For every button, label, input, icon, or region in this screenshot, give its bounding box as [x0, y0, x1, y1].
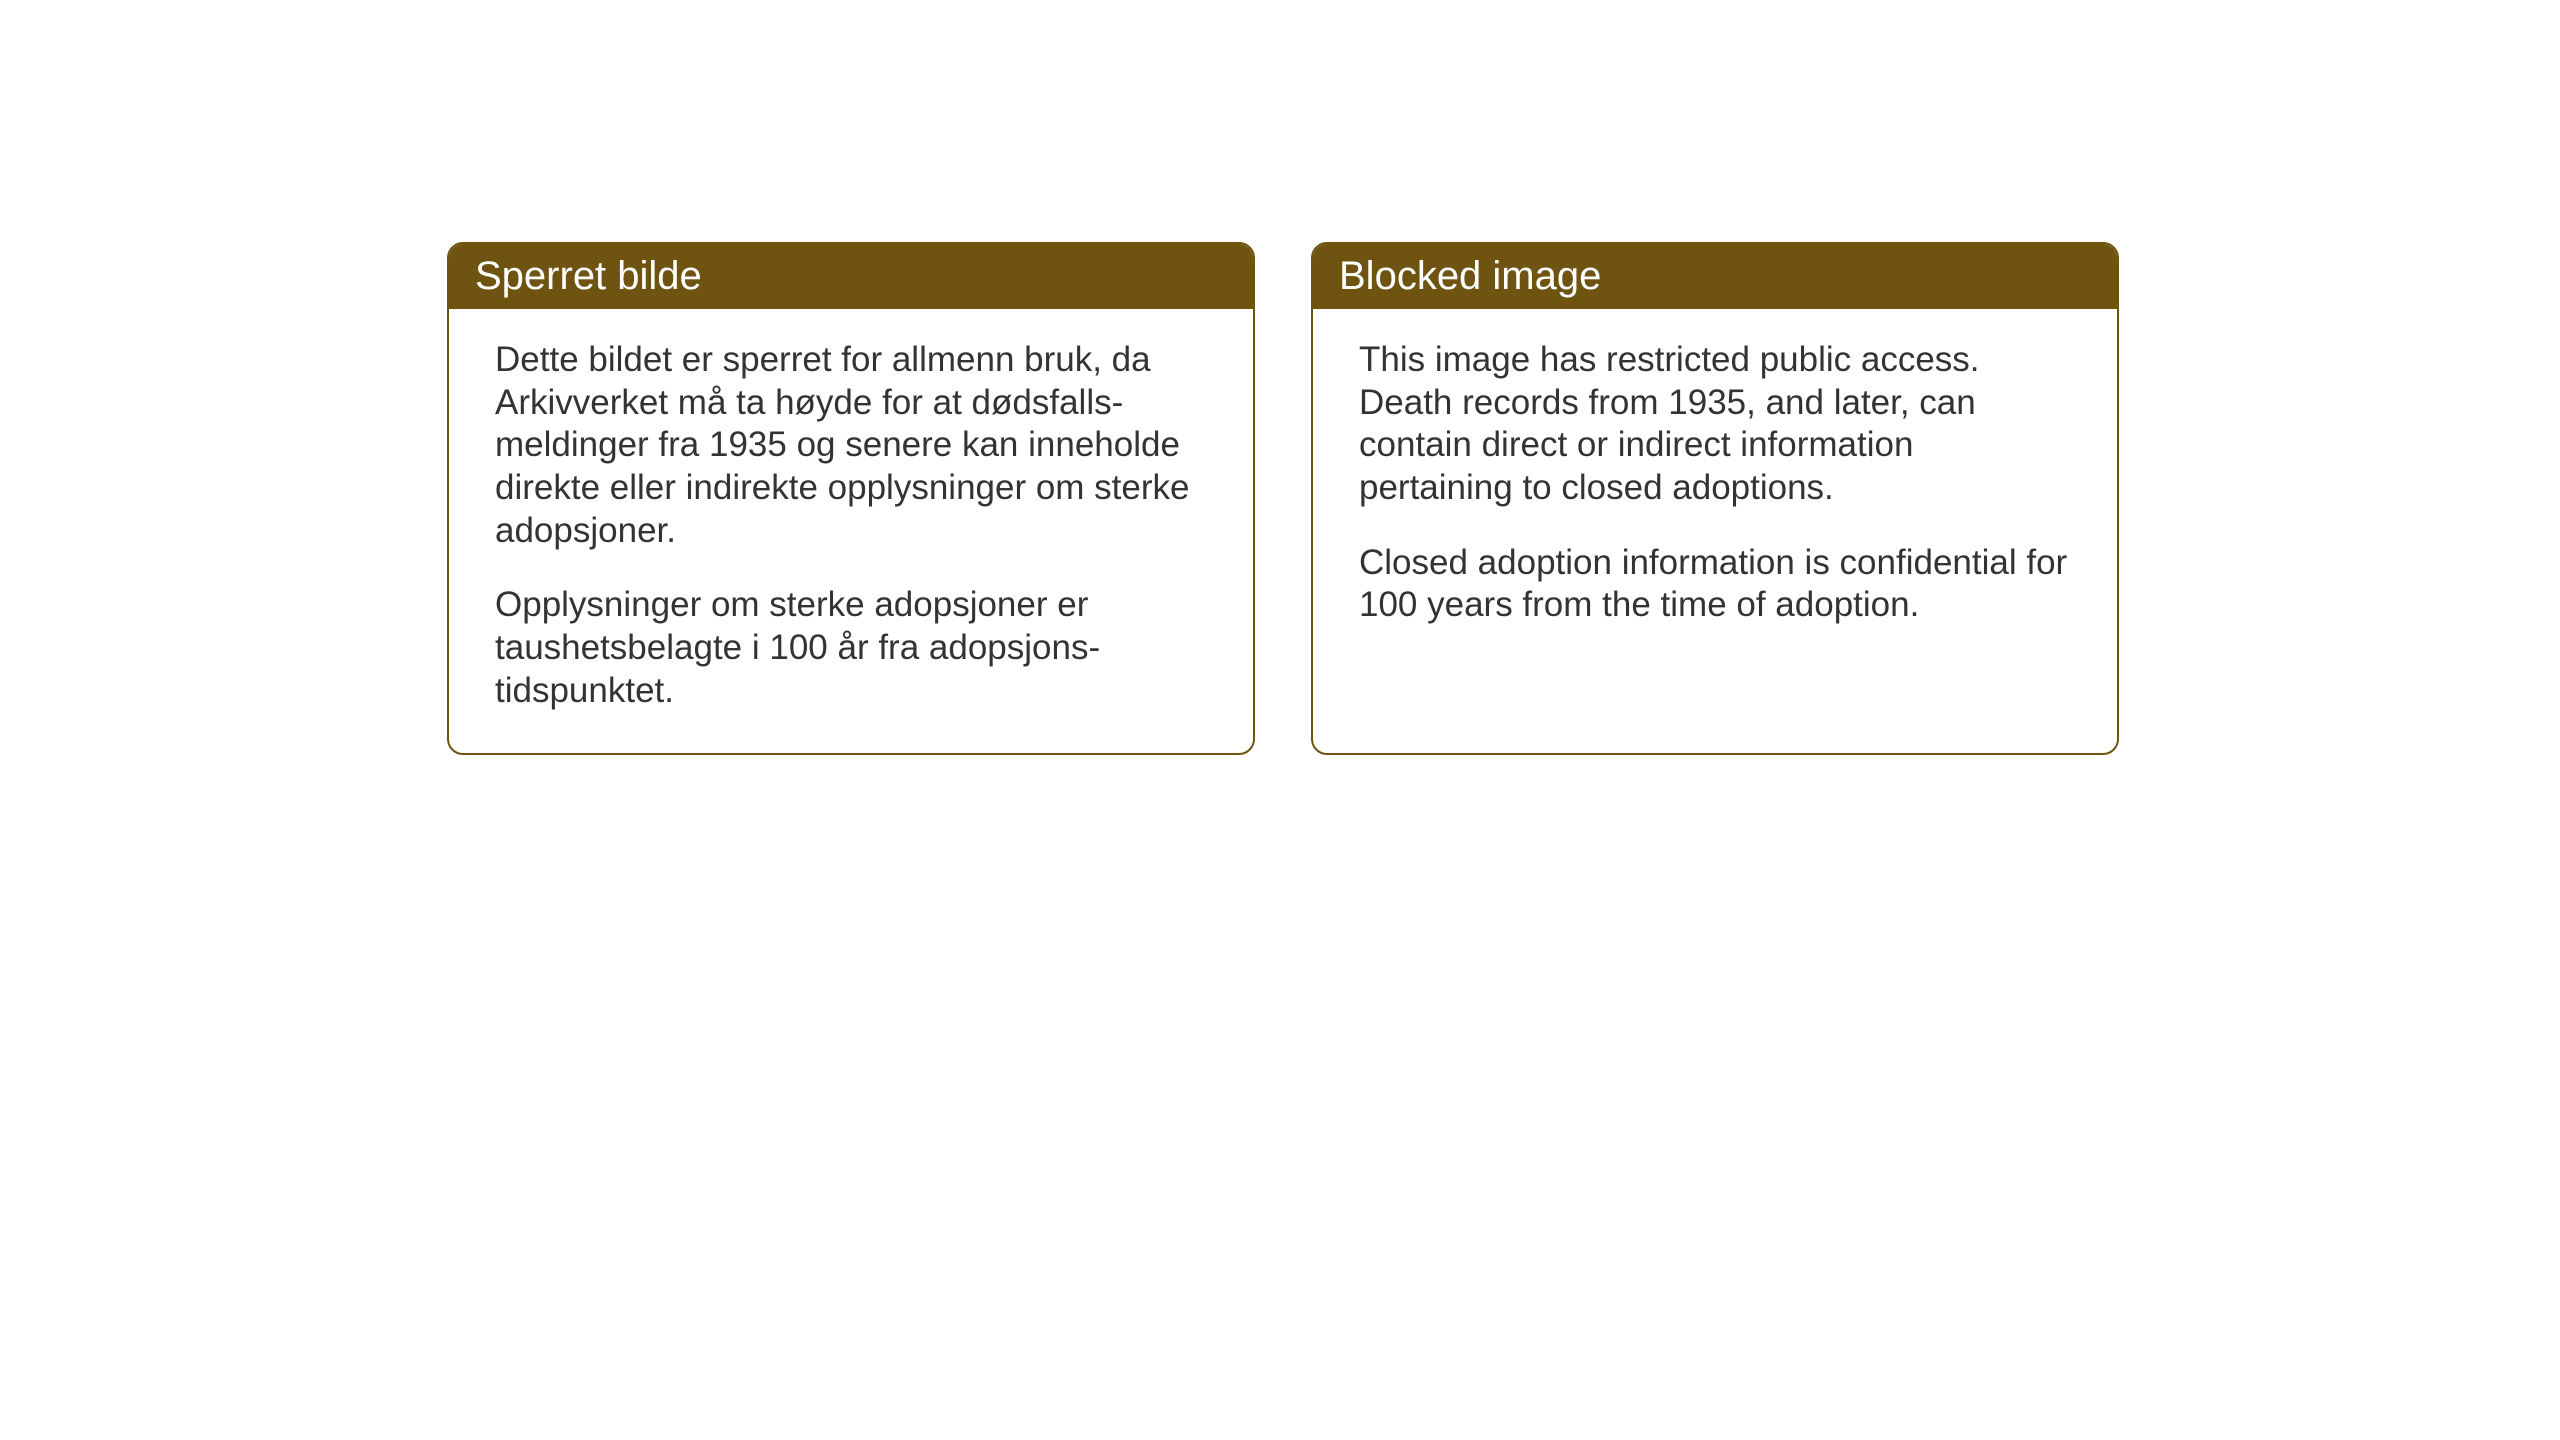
notice-container: Sperret bilde Dette bildet er sperret fo… [447, 242, 2119, 755]
english-card-body: This image has restricted public access.… [1313, 309, 2117, 667]
english-card-header: Blocked image [1313, 244, 2117, 309]
norwegian-card-header: Sperret bilde [449, 244, 1253, 309]
english-para-2: Closed adoption information is confident… [1359, 542, 2071, 627]
english-para-1: This image has restricted public access.… [1359, 339, 2071, 510]
norwegian-card-title: Sperret bilde [475, 254, 702, 298]
english-card-title: Blocked image [1339, 254, 1601, 298]
norwegian-card: Sperret bilde Dette bildet er sperret fo… [447, 242, 1255, 755]
norwegian-para-1: Dette bildet er sperret for allmenn bruk… [495, 339, 1207, 552]
norwegian-para-2: Opplysninger om sterke adopsjoner er tau… [495, 584, 1207, 712]
english-card: Blocked image This image has restricted … [1311, 242, 2119, 755]
norwegian-card-body: Dette bildet er sperret for allmenn bruk… [449, 309, 1253, 753]
